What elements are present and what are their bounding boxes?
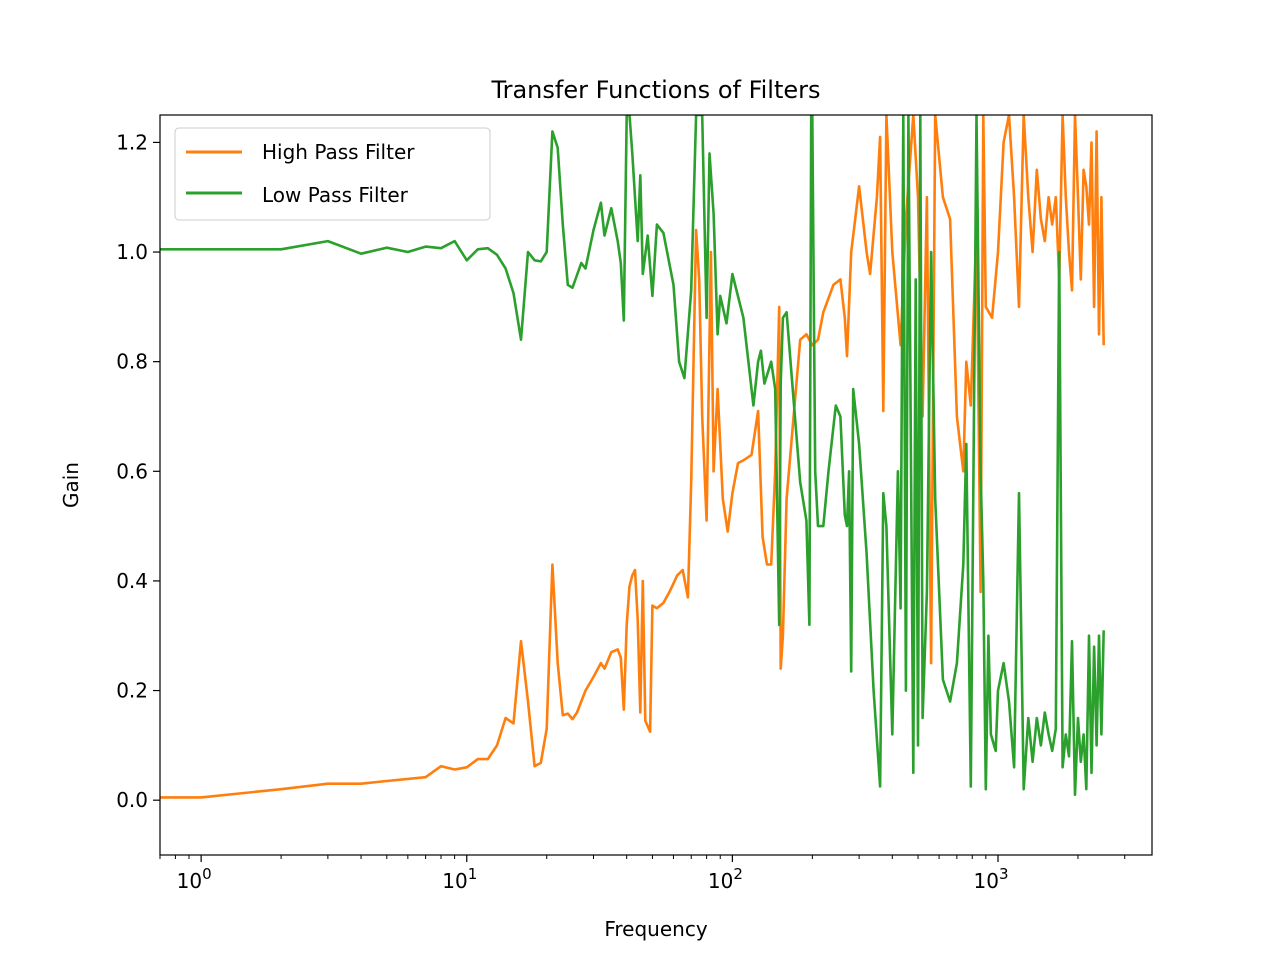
y-tick-label: 0.6 [116, 459, 148, 483]
x-axis-title: Frequency [604, 917, 707, 941]
legend-box [174, 127, 491, 221]
x-tick-label: 100 [177, 865, 212, 893]
series-layer [160, 115, 1105, 799]
y-axis-title: Gain [59, 462, 83, 508]
chart-title: Transfer Functions of Filters [490, 76, 820, 104]
y-axis: 0.0 0.2 0.4 0.6 0.8 1.0 1.2 [116, 130, 160, 812]
series-line-high-pass [160, 115, 1105, 799]
y-tick-label: 0.4 [116, 569, 148, 593]
plot-frame [159, 114, 1153, 856]
x-axis: 100 101 102 103 [159, 855, 1126, 893]
y-tick-label: 0.0 [116, 788, 148, 812]
legend-label-high-pass: High Pass Filter [262, 140, 415, 164]
x-tick-label: 101 [442, 865, 477, 893]
y-tick-label: 0.2 [116, 679, 148, 703]
y-tick-label: 1.0 [116, 240, 148, 264]
y-tick-label: 1.2 [116, 130, 148, 154]
legend-label-low-pass: Low Pass Filter [262, 183, 409, 207]
x-tick-label: 102 [708, 865, 743, 893]
legend: High Pass Filter Low Pass Filter [174, 127, 491, 221]
y-tick-label: 0.8 [116, 350, 148, 374]
x-tick-label: 103 [973, 865, 1008, 893]
series-line-low-pass [160, 115, 1105, 796]
